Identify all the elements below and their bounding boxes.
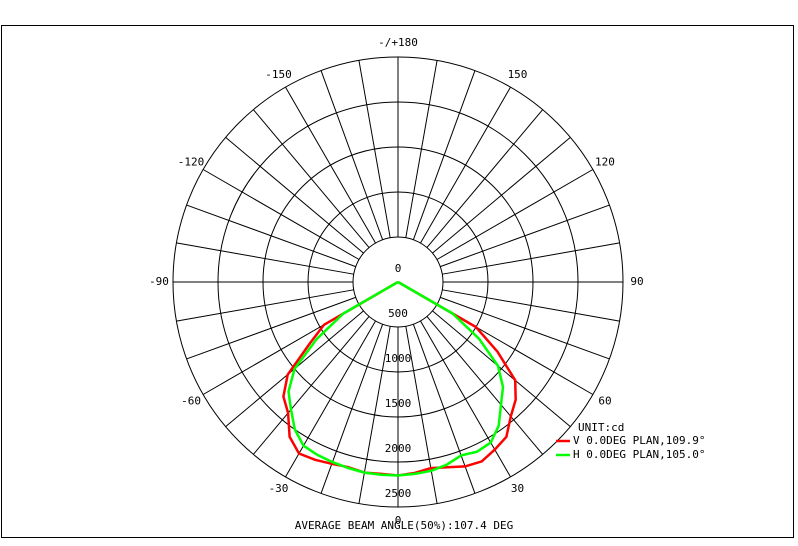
theta-tick-label: 90 (630, 275, 643, 288)
theta-tick-label: 60 (598, 395, 611, 408)
grid-circle (307, 191, 489, 373)
grid-circle (217, 101, 579, 463)
theta-tick-label: -/+180 (378, 36, 418, 49)
theta-tick-label: 150 (508, 68, 528, 81)
grid-circle (172, 56, 624, 508)
unit-label: UNIT:cd (578, 421, 624, 434)
frame (1, 25, 794, 538)
r-tick-label: 2500 (385, 487, 412, 500)
r-tick-label: 0 (395, 262, 402, 275)
theta-tick-label: -120 (178, 156, 205, 169)
r-tick-label: 1000 (385, 352, 412, 365)
r-tick-label: 1500 (385, 397, 412, 410)
theta-tick-label: 0 (395, 514, 402, 527)
theta-tick-label: 120 (595, 156, 615, 169)
legend-label: H 0.0DEG PLAN,105.0° (573, 448, 705, 461)
r-tick-label: 2000 (385, 442, 412, 455)
theta-tick-label: 30 (511, 482, 524, 495)
theta-tick-label: -60 (181, 395, 201, 408)
grid-circle (262, 146, 534, 418)
chart-title: AVERAGE BEAM ANGLE(50%):107.4 DEG (295, 519, 514, 532)
series-line (287, 280, 505, 477)
r-tick-label: 500 (388, 307, 408, 320)
theta-tick-label: -30 (269, 482, 289, 495)
theta-tick-label: -150 (265, 68, 292, 81)
legend-label: V 0.0DEG PLAN,109.9° (573, 434, 705, 447)
theta-tick-label: -90 (149, 275, 169, 288)
grid-circle (352, 236, 444, 328)
